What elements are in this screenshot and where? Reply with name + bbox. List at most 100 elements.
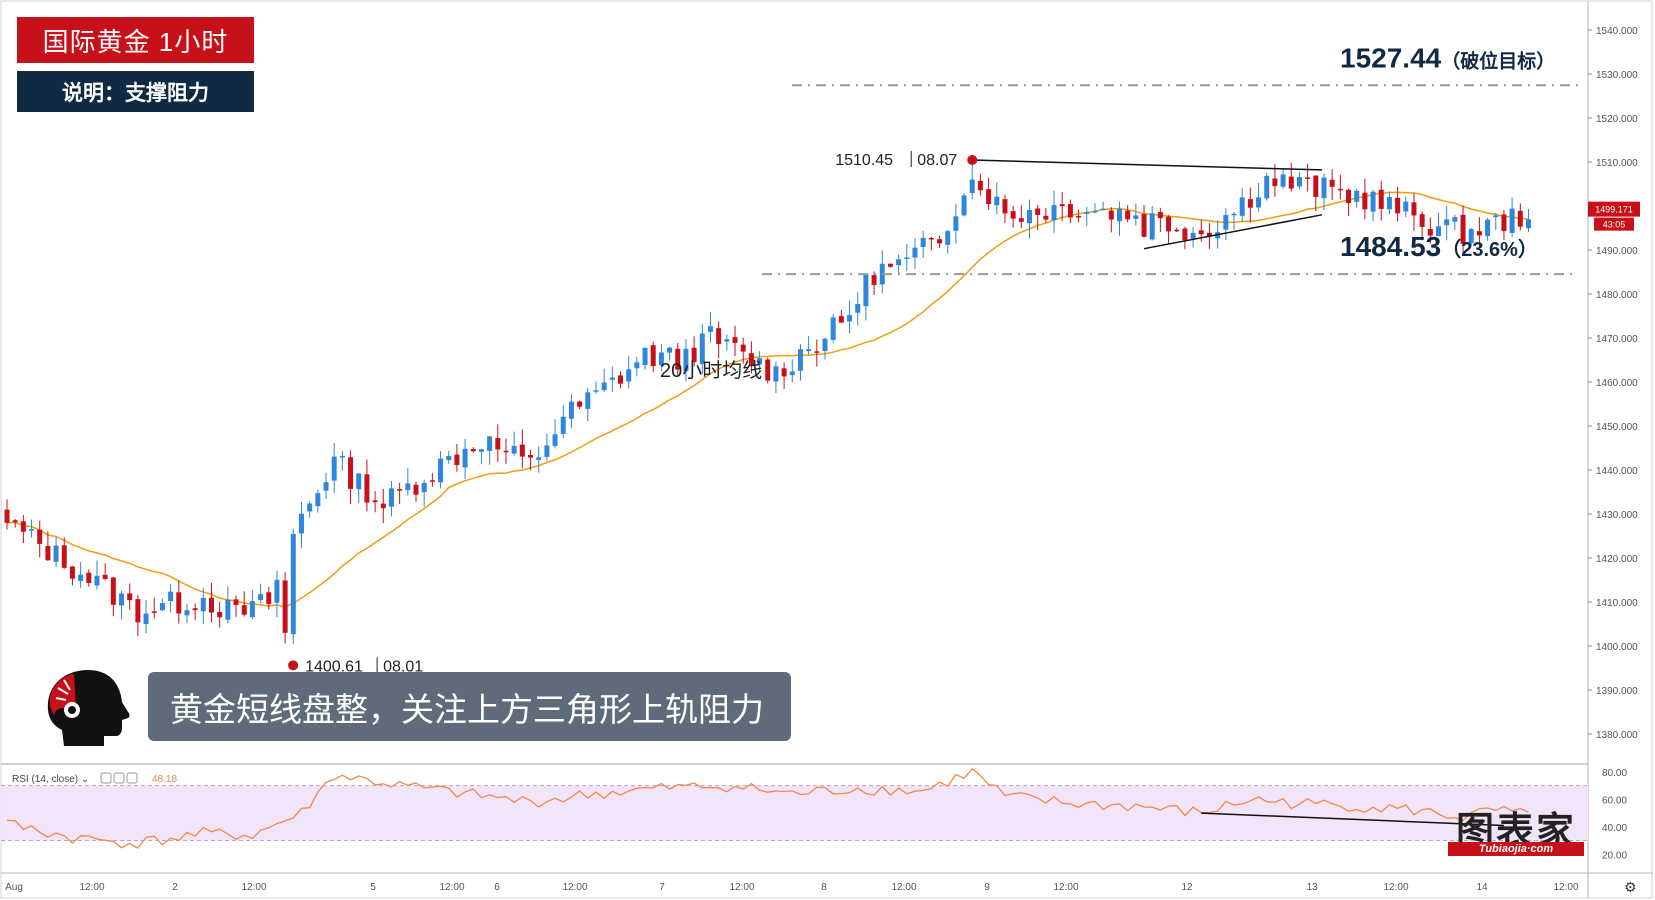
candle-body [806,349,812,352]
candle-body [1354,190,1360,202]
candle-body [920,238,926,247]
candle-body [757,358,763,365]
candle-body [1362,192,1368,210]
candle-body [699,333,705,365]
candle-body [1460,214,1466,244]
candle-body [61,545,67,568]
candle-body [1280,174,1286,187]
candle-body [1370,191,1376,212]
candle-body [1125,210,1131,220]
candle-body [1509,208,1515,233]
candle-body [1321,177,1327,199]
rsi-tick-label: 80.00 [1602,768,1627,779]
time-tick-label: 12:00 [1053,882,1078,893]
candle-body [37,529,43,544]
time-tick-label: 5 [370,882,376,893]
time-tick-label: 12 [1181,882,1193,893]
time-tick-label: 2 [172,882,178,893]
price-tick-label: 1530.000 [1596,70,1638,81]
price-tick-label: 1430.000 [1596,510,1638,521]
time-tick-label: 12:00 [562,882,587,893]
time-tick-label: 14 [1476,882,1488,893]
candle-body [863,274,869,307]
time-tick-label: 12:00 [1553,882,1578,893]
candle-body [1027,210,1032,224]
candle-body [12,520,18,523]
candle-body [724,339,730,342]
candle-body [462,448,468,468]
candle-body [536,457,542,461]
candle-body [626,369,632,382]
candle-body [707,326,713,332]
candle-body [1493,215,1499,218]
candle-body [1067,204,1073,218]
candle-body [577,401,583,407]
candle-body [258,594,264,600]
candle-body [1501,214,1507,232]
candle-body [994,196,1000,206]
candle-body [838,316,844,323]
candle-body [298,513,304,534]
candle-body [650,345,656,367]
candle-body [822,338,828,352]
price-tick-label: 1440.000 [1596,466,1638,477]
candle-body [159,603,165,611]
candle-body [1452,217,1458,222]
rsi-legend-name: RSI (14, close) ⌄ [12,774,89,785]
candle-body [1108,210,1114,220]
resistance-price: 1527.44 [1340,42,1442,73]
countdown-value: 43:05 [1603,220,1626,230]
candle-body [176,592,182,614]
candle-body [438,458,444,483]
candle-body [1223,215,1229,230]
candles-layer [4,160,1531,645]
ma-label: 20小时均线 [660,359,762,382]
candle-body [585,392,591,409]
candle-body [388,488,394,507]
candle-body [1174,229,1180,232]
candle-body [184,610,190,616]
rsi-legend-icon [126,772,138,784]
candle-body [78,574,84,581]
candle-body [1092,210,1098,213]
candle-body [356,473,362,490]
candle-body [732,337,738,343]
candle-body [667,347,673,353]
candle-body [1313,175,1319,197]
candle-body [1043,215,1049,220]
candle-body [1059,204,1065,207]
candle-body [855,303,861,313]
candle-body [1329,179,1335,187]
rsi-tick-label: 20.00 [1602,850,1627,861]
resistance-note: （破位目标） [1441,49,1555,72]
candle-body [847,315,853,322]
candle-body [1166,216,1172,232]
moving-average-line [6,191,1529,608]
candle-body [740,344,746,352]
price-tick-label: 1470.000 [1596,334,1638,345]
gear-icon[interactable]: ⚙ [1624,879,1637,895]
candle-body [1141,214,1147,237]
time-tick-label: 12:00 [79,882,104,893]
low-date-label: 08.01 [383,658,423,675]
candle-body [1264,175,1270,199]
candle-body [977,180,983,191]
candle-body [986,189,992,205]
candle-body [225,599,231,620]
candle-body [429,480,435,482]
current-price-badge [1588,201,1640,217]
candle-body [691,347,697,363]
candle-body [945,231,951,245]
candle-body [135,599,141,623]
candle-body [143,613,149,625]
time-tick-label: 8 [821,882,827,893]
candle-body [1517,210,1523,227]
candle-body [1133,215,1139,219]
candle-body [1411,202,1417,216]
candle-body [151,611,157,613]
candle-body [1182,228,1188,241]
rsi-line [6,767,1529,849]
candle-body [1403,201,1409,212]
candle-body [568,401,574,419]
